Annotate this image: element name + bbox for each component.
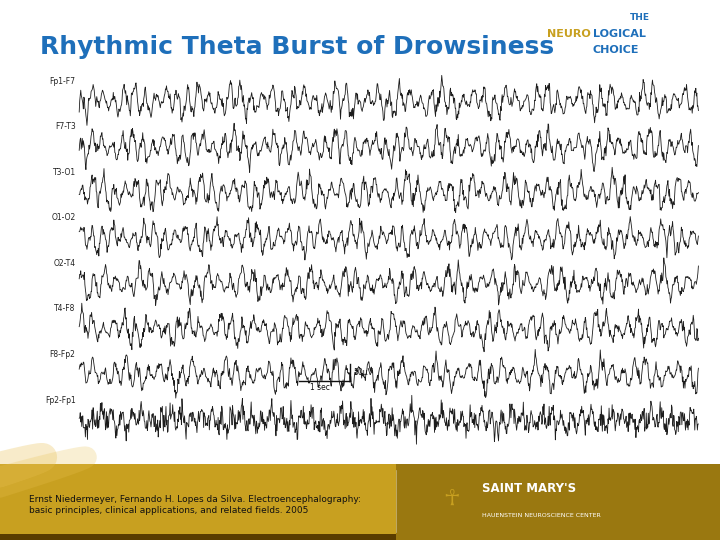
Text: 50μV: 50μV xyxy=(354,368,373,377)
Text: F8-Fp2: F8-Fp2 xyxy=(50,350,76,359)
Text: 1 sec: 1 sec xyxy=(310,383,329,393)
Text: O1-O2: O1-O2 xyxy=(51,213,76,222)
Text: F7-T3: F7-T3 xyxy=(55,122,76,131)
Text: Fp2-Fp1: Fp2-Fp1 xyxy=(45,395,76,404)
Text: LOGICAL: LOGICAL xyxy=(593,29,645,39)
Text: CHOICE: CHOICE xyxy=(593,45,639,55)
Text: SAINT MARY'S: SAINT MARY'S xyxy=(482,482,577,495)
Text: THE: THE xyxy=(630,14,650,23)
Text: Ernst Niedermeyer, Fernando H. Lopes da Silva. Electroencephalography:
basic pri: Ernst Niedermeyer, Fernando H. Lopes da … xyxy=(29,495,361,515)
Text: ☥: ☥ xyxy=(443,488,459,509)
Text: HAUENSTEIN NEUROSCIENCE CENTER: HAUENSTEIN NEUROSCIENCE CENTER xyxy=(482,512,601,517)
Bar xyxy=(0,464,720,540)
Text: T3-O1: T3-O1 xyxy=(53,168,76,177)
Text: O2-T4: O2-T4 xyxy=(53,259,76,268)
Bar xyxy=(0,534,720,540)
Bar xyxy=(396,464,720,540)
Text: NEURO: NEURO xyxy=(547,29,591,39)
Text: Fp1-F7: Fp1-F7 xyxy=(50,77,76,85)
Text: Rhythmic Theta Burst of Drowsiness: Rhythmic Theta Burst of Drowsiness xyxy=(40,35,554,59)
Text: T4-F8: T4-F8 xyxy=(54,305,76,313)
